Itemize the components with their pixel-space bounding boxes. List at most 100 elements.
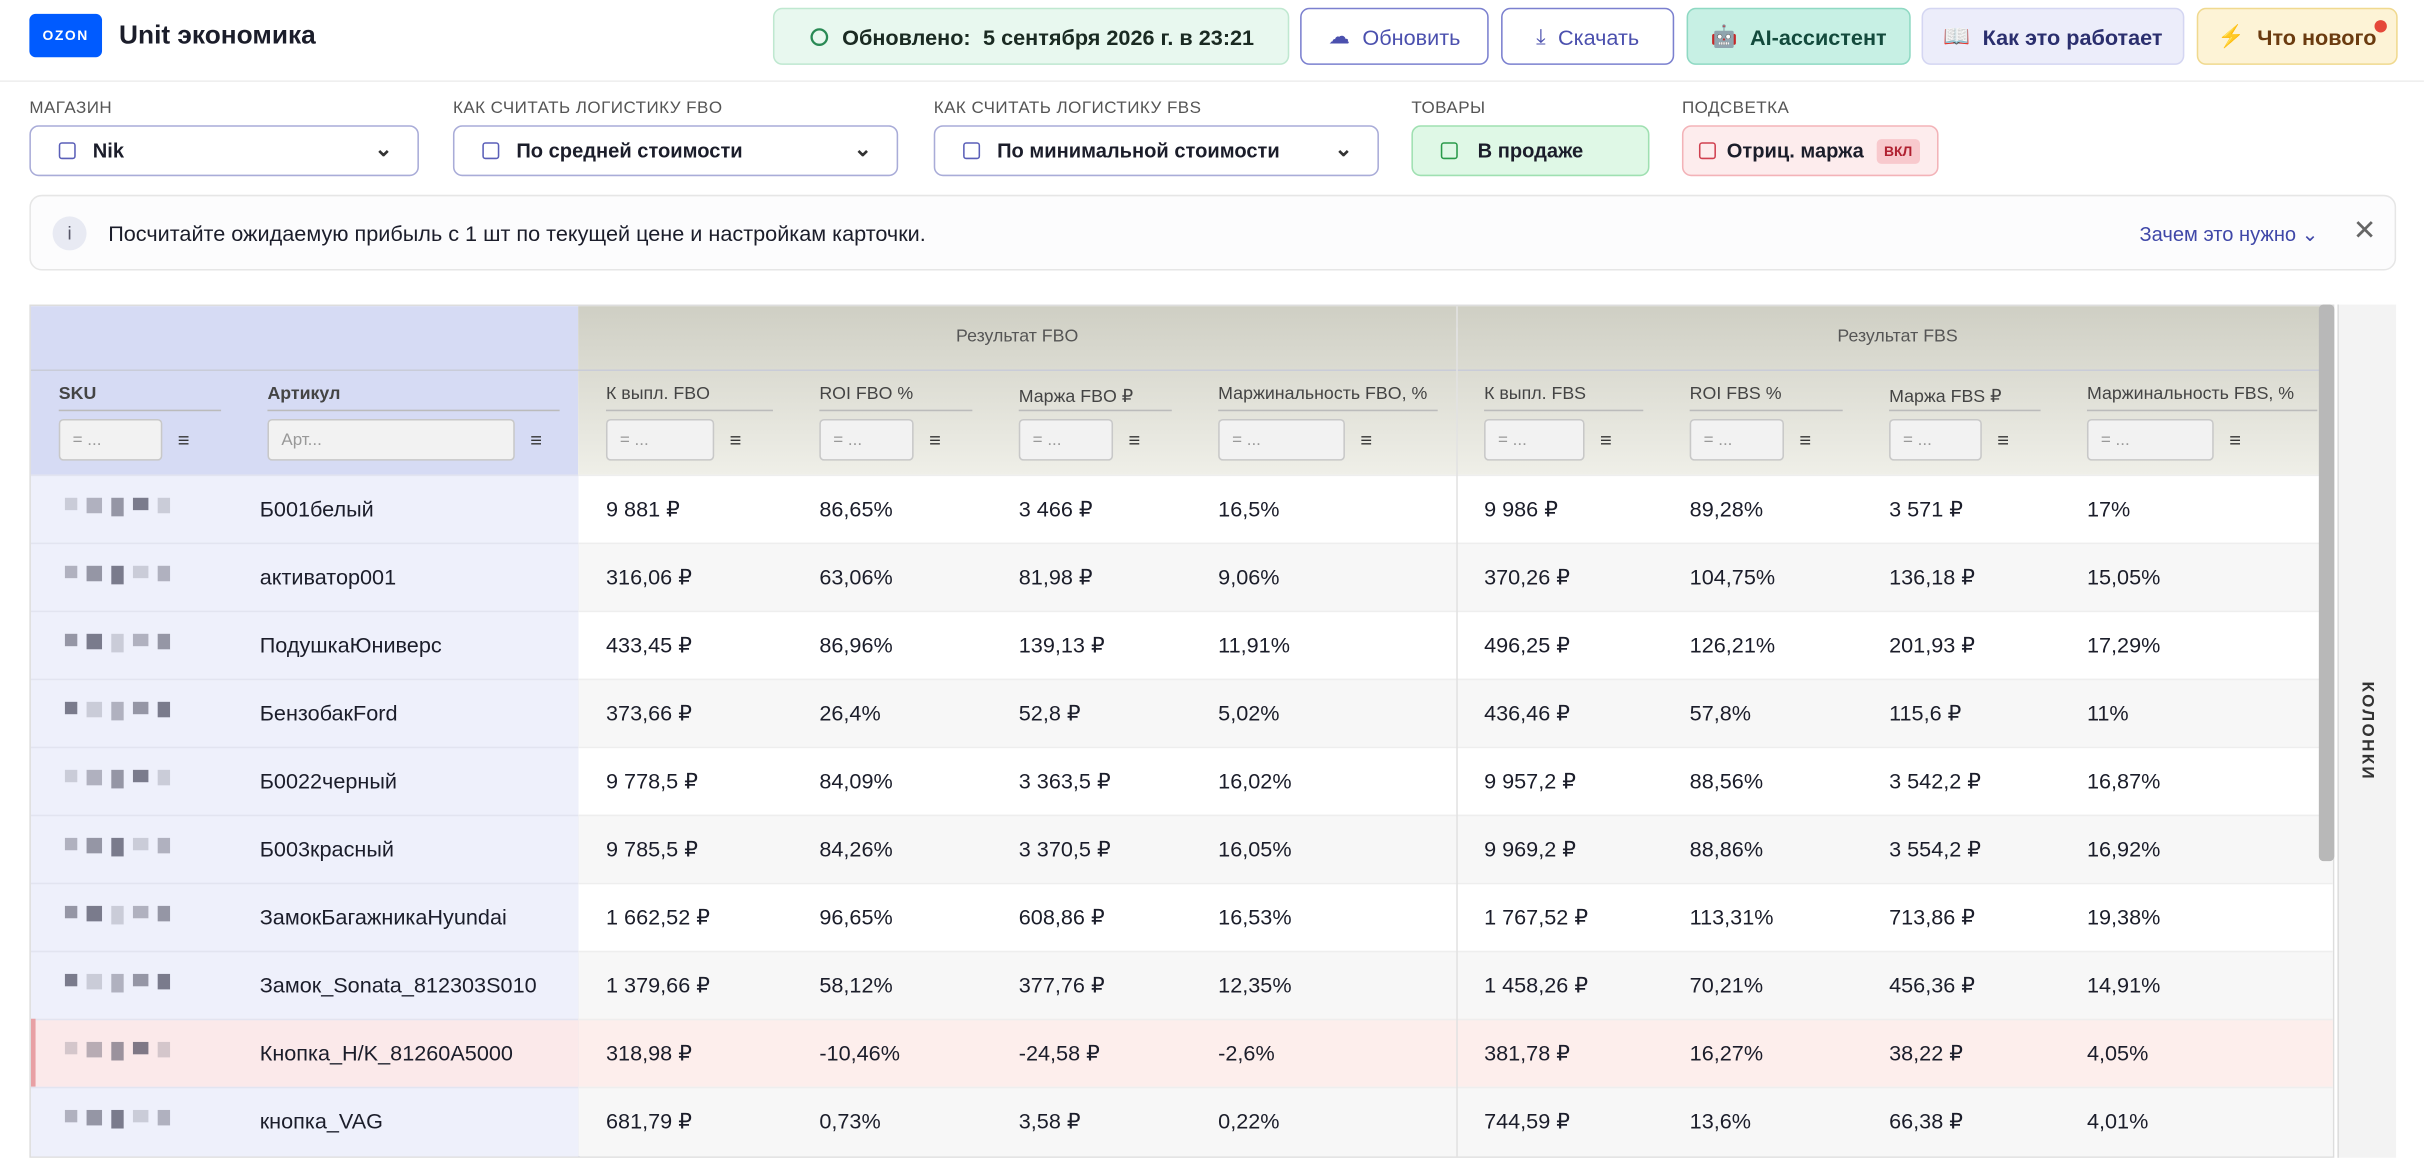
cell-value: 3 542,2 ₽ [1889,767,1982,793]
ai-button[interactable]: 🤖 AI-ассистент [1686,7,1911,65]
filter-input[interactable]: Арт... [267,418,515,461]
select-icon [963,142,981,160]
pixel [86,1109,103,1126]
cell-value: 12,35% [1218,972,1292,998]
chevron: ⌄ [374,136,393,161]
pixel [132,701,149,715]
pixel [86,497,103,514]
column-header: Маржинальность FBS, % [2086,384,2295,404]
cell-value: 84,26% [819,836,893,862]
cell-value: 139,13 ₽ [1018,631,1105,657]
sku-redacted [64,769,204,789]
download-button[interactable]: ⤓ Скачать [1501,7,1675,65]
pixel [86,905,103,922]
filter-input[interactable]: = ... [1218,418,1345,461]
filter-select[interactable]: По минимальной стоимости ⌄ [933,125,1379,177]
cell-value: 26,4% [819,700,881,726]
cell-value: 9 778,5 ₽ [605,767,698,793]
filter-input[interactable]: = ... [1889,418,1982,461]
filter-icon[interactable]: ≡ [729,428,742,452]
sku-redacted [64,565,204,585]
pixel [157,973,171,990]
pixel [111,633,124,653]
pixel [64,1109,78,1123]
column-header: ROI FBO % [819,384,914,404]
news-button[interactable]: ⚡ Что нового [2196,7,2398,65]
filter-icon[interactable]: ≡ [530,428,542,452]
updated-status: Обновлено: 5 сентября 2026 г. в 23:21 [772,7,1290,65]
chevron: ⌄ [853,136,872,161]
info-link[interactable]: Зачем это нужно ⌄ [2139,222,2319,246]
filter-input[interactable]: = ... [605,418,715,461]
divider [0,80,2424,82]
filter-icon[interactable]: ≡ [1600,428,1612,452]
pixel [111,1109,124,1129]
row-bg [578,474,2333,545]
header-underline [1484,409,1644,412]
cell-value: 9 969,2 ₽ [1484,835,1577,861]
cell-value: 16,5% [1218,496,1280,521]
filter-input[interactable]: = ... [1018,418,1114,461]
badge: ВКЛ [1876,138,1921,164]
row-bg [578,678,2333,749]
cell-value: 57,8% [1689,700,1752,726]
select-value: По средней стоимости [516,139,743,163]
cell-value: 88,56% [1689,768,1764,794]
filter-icon[interactable]: ≡ [1360,428,1373,452]
pixel [86,769,103,786]
filter-select[interactable]: В продаже [1411,125,1650,177]
select-icon [1698,142,1716,160]
filter-select[interactable]: Nik ⌄ [29,125,419,177]
filter-input[interactable]: = ... [2086,418,2214,461]
filter-icon[interactable]: ≡ [929,428,941,452]
how-button[interactable]: 📖 Как это работает [1921,7,2185,65]
cell-value: 38,22 ₽ [1889,1039,1964,1065]
cell-value: 4,01% [2086,1108,2149,1134]
filter-input[interactable]: = ... [819,418,914,461]
columns-panel[interactable]: Колонки [2337,304,2397,1158]
row-frozen-bg [30,678,579,749]
cell-value: 9,06% [1218,564,1280,589]
filter-input[interactable]: = ... [1689,418,1784,461]
article: Замок_Sonata_812303S010 [259,972,537,998]
article: ПодушкаЮниверс [259,632,442,658]
pixel [111,905,124,925]
filter-icon[interactable]: ≡ [2229,428,2241,452]
pixel [86,1041,103,1058]
pixel [64,973,78,987]
cell-value: 0,73% [819,1108,881,1134]
row-frozen-bg [30,610,579,681]
cell-value: 4,05% [2086,1040,2149,1066]
cell-value: 713,86 ₽ [1889,903,1976,929]
sku-redacted [64,1041,204,1061]
cell-value: 96,65% [819,904,893,930]
filter-icon[interactable]: ≡ [1997,428,2010,452]
filter-input[interactable]: = ... [58,418,163,461]
filter-icon[interactable]: ≡ [177,428,190,452]
sku-redacted [64,973,204,993]
pixel [111,1041,124,1061]
cell-value: 0,22% [1218,1108,1280,1134]
filter-icon[interactable]: ≡ [1799,428,1812,452]
filter-select[interactable]: Отриц. маржа ВКЛ [1681,125,1939,177]
row-frozen-bg [30,950,579,1021]
updated-label: Обновлено: [842,23,971,49]
select-icon [1440,142,1458,160]
column-header: К выпл. FBS [1484,384,1587,404]
updated-value: 5 сентября 2026 г. в 23:21 [983,23,1255,49]
pixel [64,837,78,851]
cell-value: 17% [2086,496,2131,521]
pixel [132,973,149,987]
filter-input[interactable]: = ... [1484,418,1585,461]
filter-select[interactable]: По средней стоимости ⌄ [452,125,899,177]
close-button[interactable]: ✕ [2352,214,2377,246]
refresh-button[interactable]: ☁ Обновить [1300,7,1489,65]
filter-icon[interactable]: ≡ [1128,428,1141,452]
header-underline [1889,409,2041,412]
cell-value: 3 370,5 ₽ [1018,835,1111,861]
cell-value: 3,58 ₽ [1018,1107,1081,1133]
pixel [86,633,103,650]
article: Б001белый [259,496,374,521]
select-icon [482,142,500,160]
cell-value: 70,21% [1689,972,1764,998]
